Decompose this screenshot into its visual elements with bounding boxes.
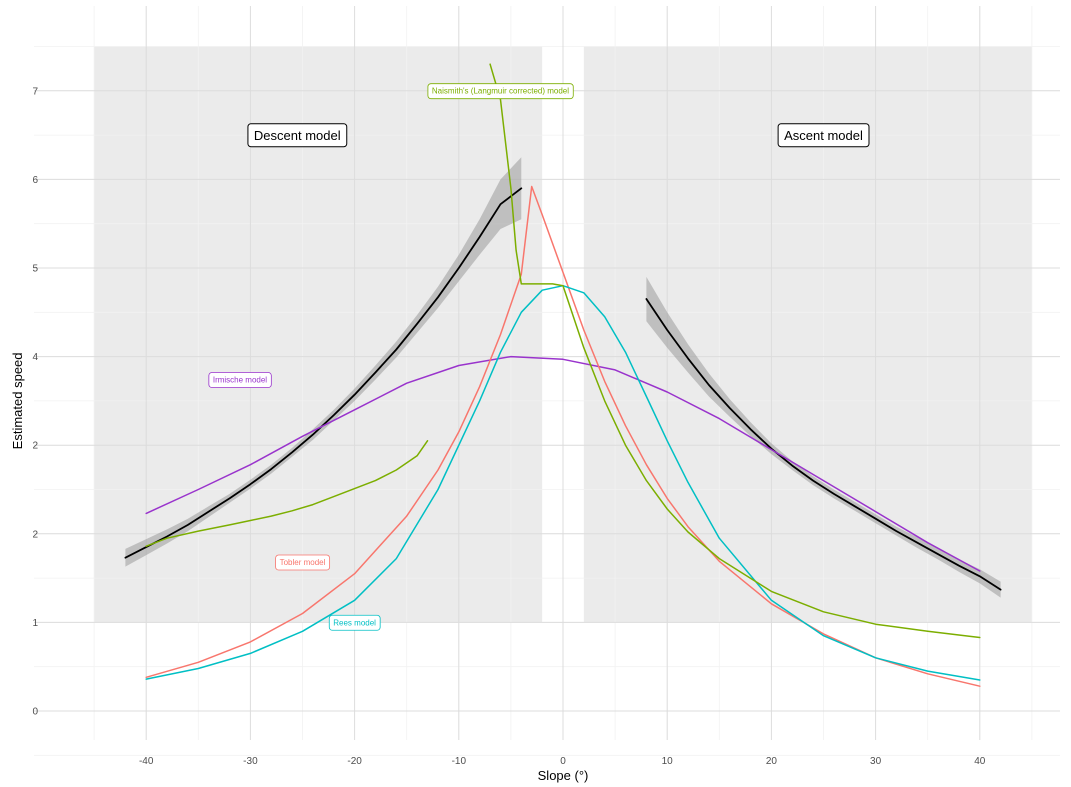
annotation-box	[208, 372, 272, 388]
y-tick-label: 2	[32, 529, 38, 540]
fitted-model-confidence-band-1	[646, 276, 1001, 598]
x-tick-label: -20	[347, 756, 362, 767]
x-tick-label: 40	[974, 756, 986, 767]
x-tick-label: -30	[243, 756, 258, 767]
fitted-model-line-1	[645, 298, 1002, 591]
annotation-label: Descent model	[254, 128, 341, 143]
y-tick-label: 0	[32, 707, 38, 718]
fitted-model-line-0	[124, 187, 523, 559]
y-tick-label: 7	[32, 86, 38, 97]
annotation-box	[247, 123, 348, 148]
y-tick-label: 1	[32, 618, 38, 629]
annotation-label: Rees model	[333, 618, 376, 627]
irmische-model-line-0	[145, 355, 981, 572]
x-tick-label: 10	[662, 756, 674, 767]
annotation-box	[275, 554, 331, 571]
rees-model-line-0	[145, 284, 981, 681]
annotation-label: Irmische model	[213, 376, 267, 385]
annotation-label: Tobler model	[280, 558, 326, 567]
x-tick-label: 0	[560, 756, 566, 767]
naismith-s-langmuir-corrected-model-line-0	[145, 440, 429, 547]
naismith-s-langmuir-corrected-model-line-1	[489, 63, 981, 639]
annotation-label: Naismith's (Langmuir corrected) model	[432, 87, 569, 96]
y-tick-label: 2	[32, 441, 38, 452]
y-axis-title: Estimated speed	[10, 352, 25, 449]
x-tick-label: -40	[139, 756, 154, 767]
annotation-box	[328, 614, 381, 631]
tobler-model-line-0	[145, 185, 981, 687]
y-tick-label: 6	[32, 175, 38, 186]
y-tick-label: 5	[32, 264, 38, 275]
annotation-box	[777, 123, 870, 148]
x-tick-label: 20	[766, 756, 778, 767]
x-axis-title: Slope (°)	[538, 768, 589, 783]
y-tick-label: 4	[32, 352, 38, 363]
annotation-label: Ascent model	[784, 128, 863, 143]
x-tick-label: 30	[870, 756, 882, 767]
annotation-box	[427, 83, 574, 100]
x-tick-label: -10	[452, 756, 467, 767]
